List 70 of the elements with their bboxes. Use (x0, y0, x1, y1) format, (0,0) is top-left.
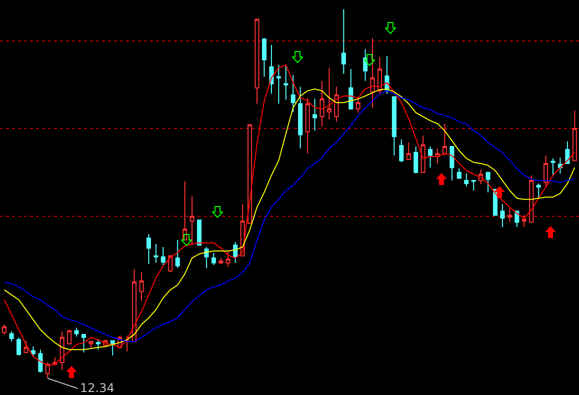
candlestick (269, 44, 274, 94)
candlestick (442, 123, 447, 156)
candlestick (110, 340, 115, 356)
candlestick (544, 154, 548, 188)
candlestick (38, 349, 43, 373)
candlestick (160, 246, 166, 266)
candlestick (196, 220, 202, 246)
candlestick (124, 335, 130, 352)
candlestick (486, 172, 490, 193)
candlestick (529, 174, 534, 223)
candlestick (399, 139, 404, 163)
candlestick (507, 208, 512, 223)
candlestick (233, 242, 238, 264)
candlestick (558, 157, 562, 174)
candlestick (262, 38, 266, 78)
candlestick (139, 272, 144, 302)
candlestick (9, 331, 14, 342)
candlestick (175, 239, 180, 269)
candlestick (45, 362, 50, 379)
candlestick (218, 258, 224, 264)
candlestick (88, 340, 94, 348)
candlestick (464, 173, 469, 187)
candlestick (132, 268, 137, 342)
candlestick (81, 334, 86, 354)
candlestick (406, 142, 411, 160)
candlestick (522, 214, 526, 228)
candlestick (450, 146, 454, 182)
candlestick (298, 86, 303, 149)
candlestick (305, 97, 310, 154)
candlestick (290, 74, 296, 112)
candlestick (154, 244, 158, 264)
candlestick (536, 182, 541, 199)
candlestick (30, 346, 36, 358)
candlestick (248, 124, 252, 224)
candlestick (377, 56, 382, 96)
candlestick (276, 64, 281, 104)
candlestick (182, 180, 188, 240)
candlestick (456, 168, 462, 179)
candlestick (96, 339, 100, 350)
candlestick (392, 96, 396, 156)
candlestick (24, 340, 28, 354)
candlestick (16, 336, 22, 356)
candlestick (414, 146, 418, 174)
text: 12.34 (80, 381, 114, 395)
candlestick (326, 67, 332, 120)
candlestick (428, 146, 433, 168)
candlestick (312, 98, 318, 132)
candlestick (550, 158, 556, 176)
candlestick (226, 250, 230, 268)
candlestick (420, 134, 426, 173)
candlestick (284, 66, 288, 100)
candlestick (204, 246, 209, 269)
candlestick (348, 68, 354, 110)
candlestick (334, 86, 339, 122)
candlestick (254, 18, 260, 104)
candlestick (471, 180, 476, 191)
candlestick (435, 148, 440, 164)
candlestick (356, 97, 360, 114)
candlestick (60, 331, 64, 371)
candlestick (190, 196, 194, 246)
candlestick (514, 210, 520, 228)
candlestick (370, 38, 375, 108)
candlestick (67, 329, 72, 345)
candlestick (320, 80, 324, 128)
candlestick (500, 204, 505, 228)
candlestick (211, 252, 216, 266)
candlestick (146, 234, 151, 264)
candlestick (74, 327, 79, 338)
candlestick (565, 140, 570, 164)
candlestick (341, 8, 346, 74)
